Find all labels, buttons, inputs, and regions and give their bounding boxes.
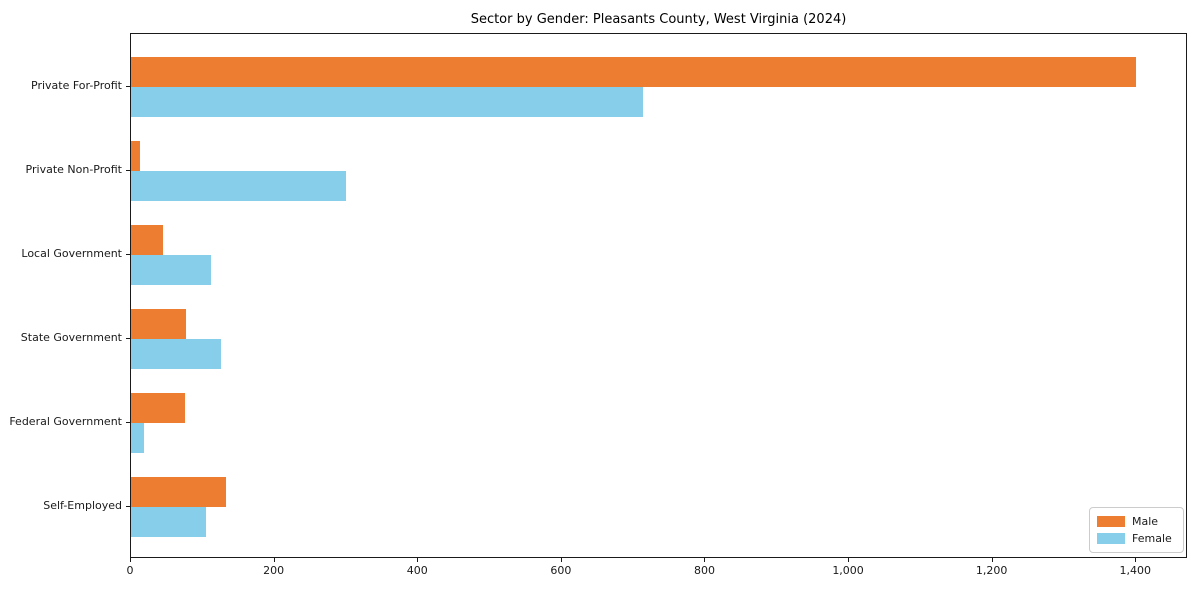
y-tick-label: Self-Employed: [43, 499, 122, 512]
y-tick-mark: [126, 421, 130, 423]
legend-label: Male: [1132, 515, 1159, 528]
x-tick-mark: [130, 558, 131, 562]
bar-male-private-non-profit: [131, 140, 141, 171]
legend-label: Female: [1132, 532, 1172, 545]
bar-female-federal-government: [131, 422, 144, 453]
bar-female-local-government: [131, 254, 211, 285]
y-tick-mark: [126, 337, 130, 339]
x-tick-mark: [704, 558, 706, 562]
plot-area: [130, 33, 1187, 558]
bar-female-self-employed: [131, 506, 207, 537]
y-tick-mark: [126, 169, 130, 171]
bar-male-self-employed: [131, 476, 226, 507]
bar-male-private-for-profit: [131, 56, 1137, 87]
legend: Male Female: [1089, 507, 1184, 553]
x-tick-label: 1,400: [1119, 564, 1152, 577]
x-tick-mark: [848, 558, 850, 562]
chart-title: Sector by Gender: Pleasants County, West…: [470, 12, 847, 27]
legend-swatch-male: [1097, 516, 1125, 527]
x-tick-label: 600: [550, 564, 572, 577]
bar-female-private-for-profit: [131, 86, 643, 117]
bar-male-state-government: [131, 308, 186, 339]
bar-male-local-government: [131, 224, 163, 255]
y-tick-label: Local Government: [21, 247, 122, 260]
y-tick-label: State Government: [20, 331, 122, 344]
y-tick-mark: [126, 85, 130, 87]
y-tick-mark: [126, 505, 130, 507]
x-tick-label: 0: [126, 564, 134, 577]
legend-swatch-female: [1097, 533, 1125, 544]
legend-entry-female: Female: [1097, 530, 1176, 547]
y-tick-label: Private For-Profit: [31, 79, 122, 92]
x-tick-mark: [417, 558, 419, 562]
x-tick-mark: [560, 558, 562, 562]
x-tick-mark: [991, 558, 993, 562]
x-tick-label: 800: [693, 564, 715, 577]
x-tick-label: 200: [263, 564, 285, 577]
x-tick-mark: [273, 558, 275, 562]
y-tick-mark: [126, 253, 130, 255]
x-tick-mark: [1135, 558, 1137, 562]
bar-female-private-non-profit: [131, 170, 347, 201]
x-tick-label: 400: [406, 564, 428, 577]
bar-male-federal-government: [131, 392, 185, 423]
bar-female-state-government: [131, 338, 221, 369]
legend-entry-male: Male: [1097, 513, 1176, 530]
x-tick-label: 1,000: [832, 564, 864, 577]
y-tick-label: Private Non-Profit: [25, 163, 122, 176]
x-tick-label: 1,200: [975, 564, 1008, 577]
y-tick-label: Federal Government: [9, 415, 122, 428]
